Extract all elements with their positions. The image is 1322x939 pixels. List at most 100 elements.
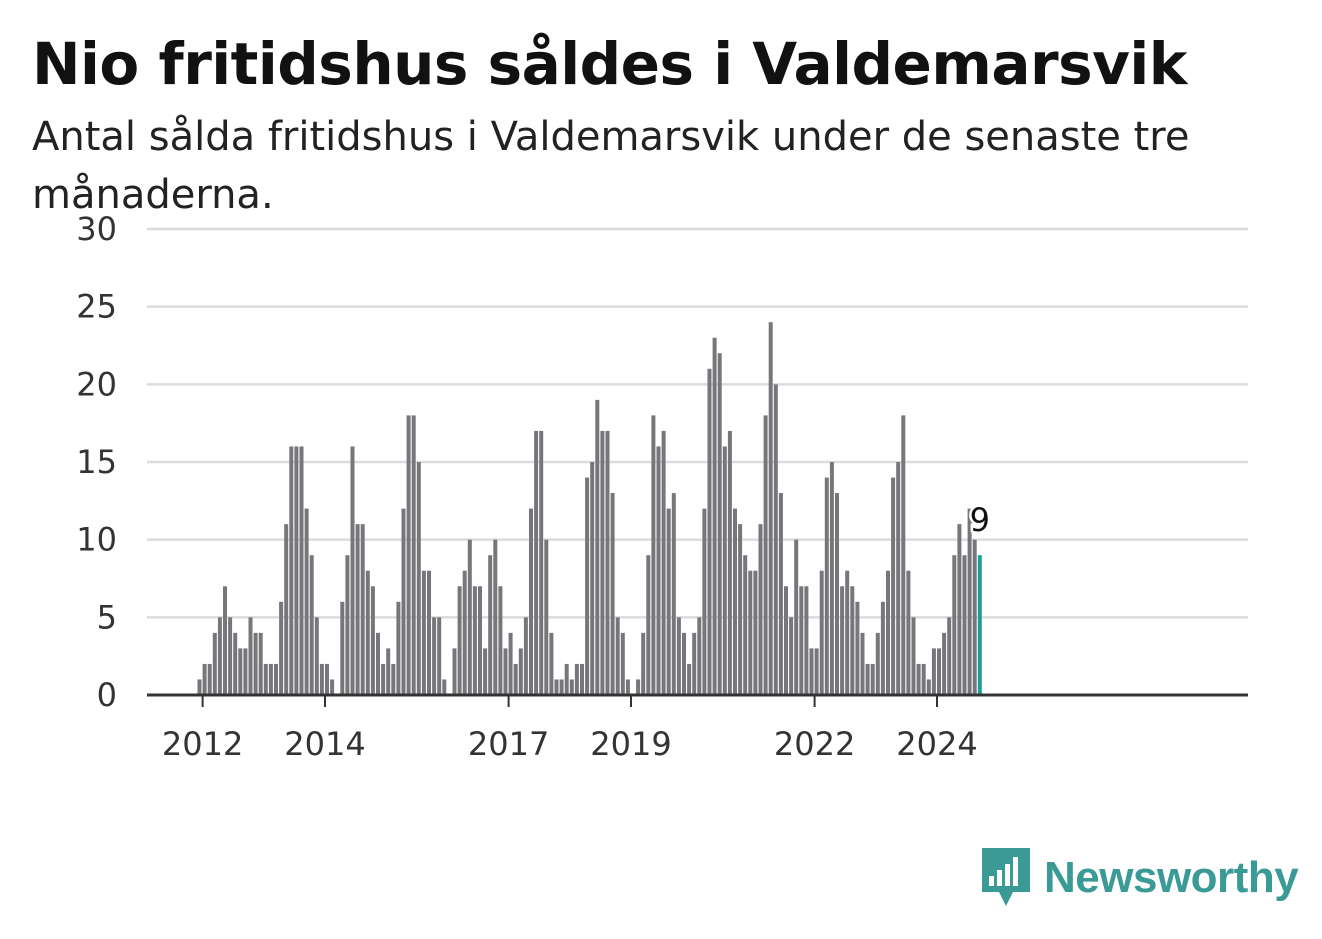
chart-title: Nio fritidshus såldes i Valdemarsvik: [32, 30, 1187, 98]
bar: [360, 524, 365, 695]
bar: [794, 539, 799, 695]
bar: [605, 430, 610, 695]
bar: [452, 648, 457, 695]
bar: [432, 617, 437, 695]
bar: [768, 322, 773, 695]
bar: [733, 508, 737, 695]
bar: [937, 648, 941, 695]
bar: [748, 570, 753, 695]
grid-lines: [147, 227, 1248, 619]
bar: [804, 586, 809, 695]
bar: [722, 446, 727, 695]
bar: [299, 446, 304, 695]
bar: [478, 586, 482, 695]
bar: [416, 462, 421, 695]
bar: [289, 446, 294, 695]
bar: [472, 586, 477, 695]
bar: [799, 586, 804, 695]
bar: [824, 477, 829, 695]
bar: [860, 632, 865, 695]
bar: [223, 586, 227, 695]
bar: [518, 648, 523, 695]
bar: [784, 586, 788, 695]
bar: [427, 570, 431, 695]
axes: [147, 693, 1248, 707]
bar: [921, 663, 926, 695]
bar: [773, 384, 778, 695]
bar: [896, 462, 901, 695]
bar: [284, 524, 289, 695]
bar: [712, 337, 717, 695]
bar: [702, 508, 707, 695]
bar: [625, 679, 630, 695]
bar: [233, 632, 238, 695]
x-tick-label: 2012: [162, 725, 243, 763]
bar: [365, 570, 370, 695]
bar: [610, 493, 615, 695]
bar: [462, 570, 467, 695]
bar: [855, 601, 860, 695]
bar: [319, 663, 324, 695]
bar: [814, 648, 819, 695]
bar: [962, 555, 967, 695]
bar: [457, 586, 462, 695]
bar: [829, 462, 834, 695]
bar: [534, 430, 539, 695]
bar: [850, 586, 855, 695]
bar: [942, 632, 947, 695]
bar: [911, 617, 916, 695]
bar: [304, 508, 309, 695]
bar: [646, 555, 651, 695]
bar: [212, 632, 217, 695]
bar: [671, 493, 676, 695]
bar: [717, 353, 722, 695]
bar: [279, 601, 284, 695]
y-tick-label: 5: [97, 598, 117, 636]
bar: [564, 663, 569, 695]
bar: [217, 617, 222, 695]
brand-logo: Newsworthy: [982, 848, 1299, 908]
y-tick-label: 10: [76, 521, 117, 559]
bar: [202, 663, 207, 695]
bar: [442, 679, 447, 695]
bar: [926, 679, 931, 695]
bar: [370, 586, 375, 695]
bar: [585, 477, 590, 695]
bar: [539, 430, 544, 695]
bar: [437, 617, 442, 695]
bar: [692, 632, 697, 695]
bar: [880, 601, 885, 695]
bar: [809, 648, 814, 695]
bar: [957, 524, 962, 695]
bar: [916, 663, 921, 695]
bar: [600, 430, 605, 695]
bar: [411, 415, 416, 695]
bar: [498, 586, 503, 695]
bar: [707, 368, 712, 695]
bar: [947, 617, 952, 695]
bar: [931, 648, 936, 695]
labels: 0 5 10 15 20 25 30 2012 2014 2017 2019 2022 2024 9: [76, 210, 992, 763]
bar: [758, 524, 763, 695]
bar: [421, 570, 426, 695]
bar: [238, 648, 243, 695]
bar: [197, 679, 202, 695]
bar: [906, 570, 911, 695]
bar: [274, 663, 278, 695]
x-tick-label: 2017: [468, 725, 549, 763]
bar: [972, 539, 977, 695]
bar: [314, 617, 319, 695]
bar: [763, 415, 768, 695]
bar: [243, 648, 248, 695]
bar: [656, 446, 661, 695]
bar: [967, 508, 972, 695]
y-tick-label: 0: [97, 676, 117, 714]
bar: [253, 632, 258, 695]
bar: [309, 555, 314, 695]
bar: [401, 508, 406, 695]
y-tick-label: 30: [76, 210, 117, 248]
bar: [590, 462, 595, 695]
bar: [503, 648, 508, 695]
bar: [483, 648, 488, 695]
